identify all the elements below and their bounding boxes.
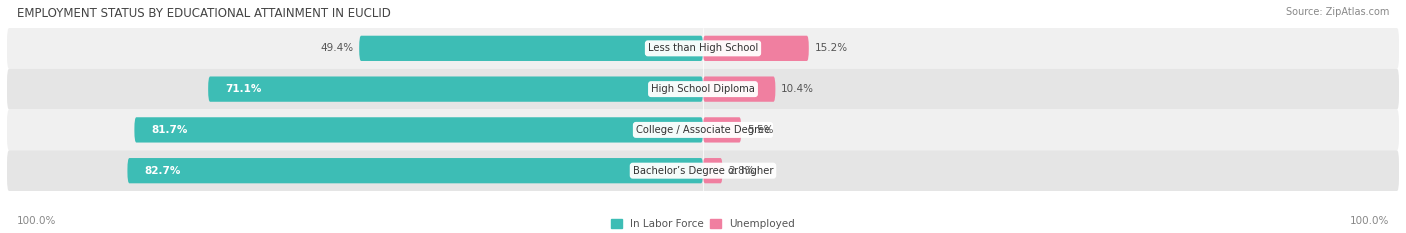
Text: 100.0%: 100.0% (17, 216, 56, 226)
FancyBboxPatch shape (7, 69, 1399, 110)
FancyBboxPatch shape (135, 117, 703, 143)
FancyBboxPatch shape (7, 28, 1399, 69)
Text: Bachelor’s Degree or higher: Bachelor’s Degree or higher (633, 166, 773, 176)
Text: 5.5%: 5.5% (747, 125, 773, 135)
Text: Source: ZipAtlas.com: Source: ZipAtlas.com (1285, 7, 1389, 17)
FancyBboxPatch shape (7, 150, 1399, 191)
FancyBboxPatch shape (703, 158, 723, 183)
Text: 71.1%: 71.1% (225, 84, 262, 94)
Text: 100.0%: 100.0% (1350, 216, 1389, 226)
FancyBboxPatch shape (128, 158, 703, 183)
Text: 82.7%: 82.7% (145, 166, 181, 176)
Text: 15.2%: 15.2% (814, 43, 848, 53)
Text: 10.4%: 10.4% (780, 84, 814, 94)
Text: College / Associate Degree: College / Associate Degree (636, 125, 770, 135)
Text: EMPLOYMENT STATUS BY EDUCATIONAL ATTAINMENT IN EUCLID: EMPLOYMENT STATUS BY EDUCATIONAL ATTAINM… (17, 7, 391, 20)
Legend: In Labor Force, Unemployed: In Labor Force, Unemployed (607, 215, 799, 233)
FancyBboxPatch shape (359, 36, 703, 61)
Text: 2.8%: 2.8% (728, 166, 755, 176)
FancyBboxPatch shape (703, 117, 741, 143)
FancyBboxPatch shape (703, 36, 808, 61)
Text: 81.7%: 81.7% (152, 125, 188, 135)
FancyBboxPatch shape (703, 76, 775, 102)
Text: High School Diploma: High School Diploma (651, 84, 755, 94)
Text: Less than High School: Less than High School (648, 43, 758, 53)
Text: 49.4%: 49.4% (321, 43, 354, 53)
FancyBboxPatch shape (7, 110, 1399, 150)
FancyBboxPatch shape (208, 76, 703, 102)
